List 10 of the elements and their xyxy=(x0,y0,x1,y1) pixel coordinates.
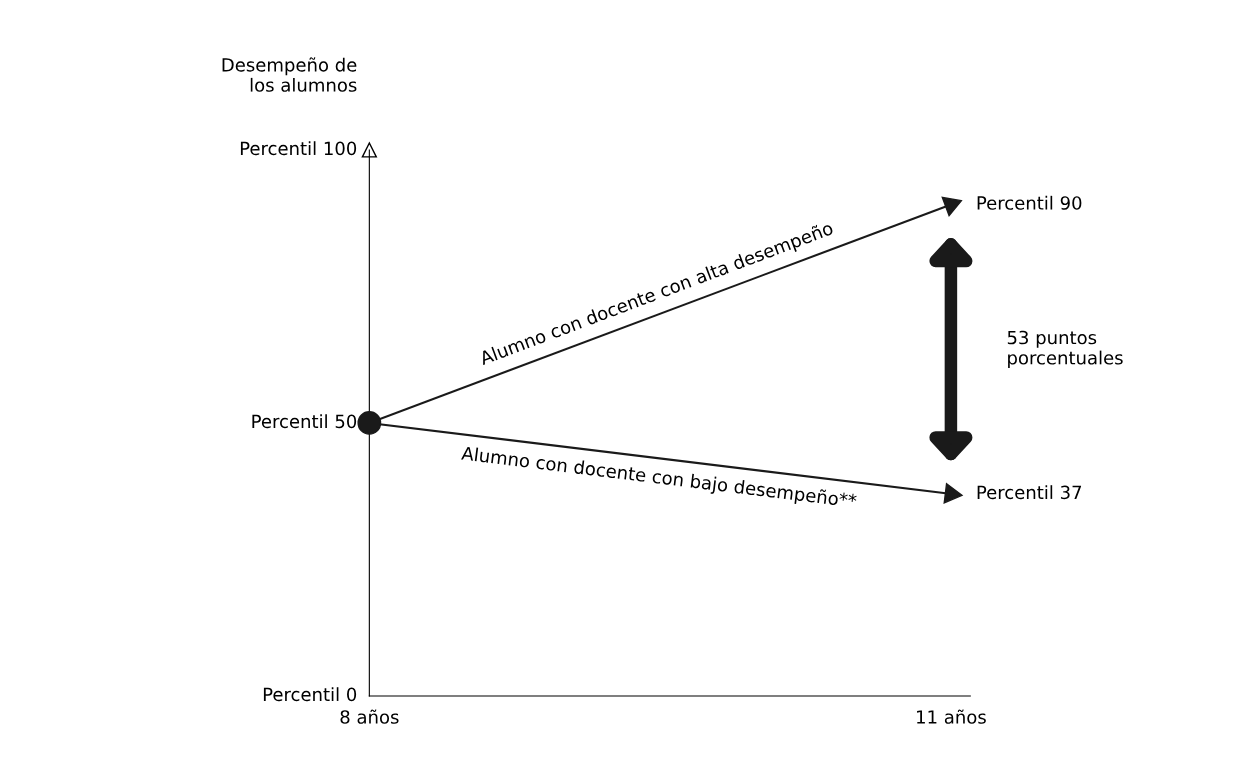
text: Percentil 100 xyxy=(240,141,357,156)
text: Percentil 50 xyxy=(252,414,357,429)
data-label: Percentil 90 xyxy=(977,195,1082,210)
text: Percentil 0 xyxy=(263,687,357,702)
x-tick-label: 11 años xyxy=(917,709,986,724)
text: Desempeño de los alumnos xyxy=(222,57,357,92)
text: 53 puntos porcentuales xyxy=(1007,330,1123,369)
text: Alumno con docente con bajo desempeño** xyxy=(460,445,858,512)
data-label: Percentil 37 xyxy=(977,485,1082,500)
x-tick-label: 8 años xyxy=(340,709,399,724)
